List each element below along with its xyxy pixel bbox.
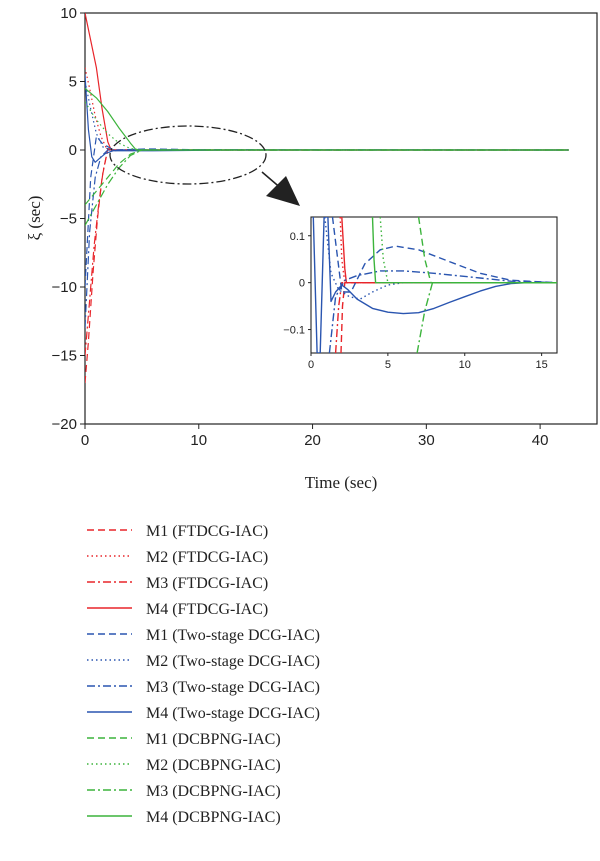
- legend-label-m4-dcbpng-iac: M4 (DCBPNG-IAC): [146, 809, 281, 826]
- main-axis-ticks: 0 10 20 30 40 10 5 0 −5 −10 −15 −20: [52, 5, 549, 449]
- inset-y-tick-label: −0.1: [283, 325, 305, 337]
- legend-label-m3-two-stage-dcg-iac: M3 (Two-stage DCG-IAC): [146, 679, 320, 696]
- inset-x-tick-label: 10: [459, 359, 471, 371]
- main-y-tick-label: 10: [60, 5, 77, 22]
- inset-series-m3-two-stage-dcg-iac: [328, 270, 557, 353]
- inset-series-group: [312, 217, 557, 353]
- legend-label-m3-dcbpng-iac: M3 (DCBPNG-IAC): [146, 783, 281, 800]
- inset-series-m2-dcbpng-iac: [379, 217, 557, 284]
- legend-label-m4-ftdcg-iac: M4 (FTDCG-IAC): [146, 601, 268, 618]
- main-x-tick-label: 0: [81, 432, 89, 449]
- main-series-m2-two-stage-dcg-iac: [85, 81, 569, 152]
- legend: M1 (FTDCG-IAC) M2 (FTDCG-IAC) M3 (FTDCG-IA…: [87, 523, 320, 826]
- main-x-tick-label: 40: [532, 432, 549, 449]
- inset-series-m1-two-stage-dcg-iac: [331, 217, 557, 293]
- legend-label-m3-ftdcg-iac: M3 (FTDCG-IAC): [146, 575, 268, 592]
- inset-x-tick-label: 0: [308, 359, 314, 371]
- main-y-tick-label: −5: [60, 211, 77, 228]
- inset-series-m4-dcbpng-iac: [371, 217, 557, 284]
- inset-frame: [310, 216, 558, 354]
- main-y-tick-label: −10: [52, 279, 77, 296]
- zoom-region-ellipse: [109, 125, 267, 185]
- legend-label-m2-dcbpng-iac: M2 (DCBPNG-IAC): [146, 757, 281, 774]
- main-y-tick-label: 5: [69, 74, 77, 91]
- main-series-m4-dcbpng-iac: [85, 87, 569, 151]
- y-axis-label: ξ (sec): [25, 196, 44, 241]
- main-y-tick-label: −20: [52, 416, 77, 433]
- inset-axis-ticks: 0 5 10 15 0.1 0 −0.1: [283, 231, 547, 371]
- inset-y-tick-label: 0.1: [290, 231, 305, 243]
- main-x-tick-label: 20: [304, 432, 321, 449]
- main-x-tick-label: 10: [190, 432, 207, 449]
- legend-label-m1-two-stage-dcg-iac: M1 (Two-stage DCG-IAC): [146, 627, 320, 644]
- x-axis-label: Time (sec): [305, 473, 378, 492]
- inset-x-tick-label: 15: [536, 359, 548, 371]
- legend-label-m4-two-stage-dcg-iac: M4 (Two-stage DCG-IAC): [146, 705, 320, 722]
- main-x-tick-label: 30: [418, 432, 435, 449]
- legend-label-m1-ftdcg-iac: M1 (FTDCG-IAC): [146, 523, 268, 540]
- main-y-tick-label: 0: [69, 142, 77, 159]
- legend-label-m2-ftdcg-iac: M2 (FTDCG-IAC): [146, 549, 268, 566]
- inset-y-tick-label: 0: [299, 278, 305, 290]
- inset-series-m2-two-stage-dcg-iac: [324, 217, 557, 300]
- inset-x-tick-label: 5: [385, 359, 391, 371]
- main-y-tick-label: −15: [52, 348, 77, 365]
- main-series-m3-ftdcg-iac: [85, 149, 569, 356]
- legend-label-m1-dcbpng-iac: M1 (DCBPNG-IAC): [146, 731, 281, 748]
- inset-series-m4-two-stage-dcg-iac: [312, 217, 557, 353]
- zoom-arrow-head: [266, 176, 300, 206]
- legend-label-m2-two-stage-dcg-iac: M2 (Two-stage DCG-IAC): [146, 653, 320, 670]
